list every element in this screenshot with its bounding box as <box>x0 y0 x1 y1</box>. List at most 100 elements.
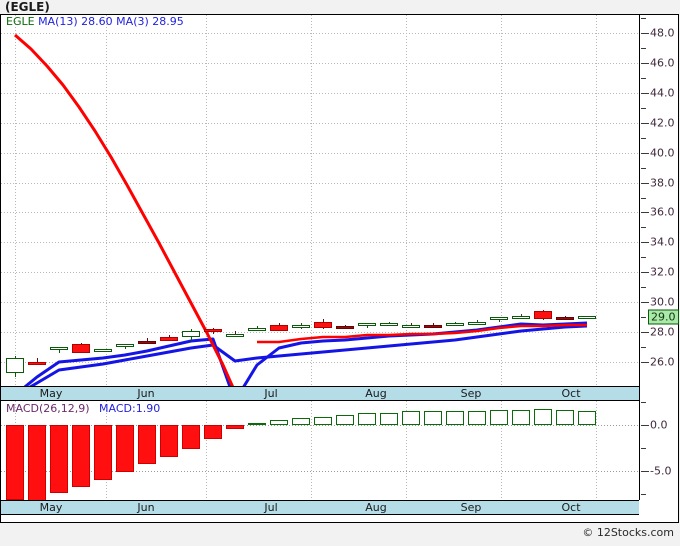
y-axis-label-price: 42.0 <box>650 116 675 130</box>
macd-bar[interactable] <box>248 422 266 425</box>
macd-bar[interactable] <box>28 424 46 500</box>
macd-bar[interactable] <box>72 424 90 488</box>
price-gridline <box>1 63 639 64</box>
macd-bar[interactable] <box>204 424 222 440</box>
candlestick[interactable] <box>578 316 596 320</box>
candlestick[interactable] <box>226 333 244 337</box>
series-close-line <box>257 323 587 344</box>
candlestick[interactable] <box>534 311 552 319</box>
macd-bar[interactable] <box>512 409 530 425</box>
y-axis-tick <box>641 212 649 213</box>
current-price-marker: 29.0 <box>648 309 679 325</box>
macd-bar[interactable] <box>380 412 398 425</box>
candlestick[interactable] <box>72 344 90 354</box>
candlestick[interactable] <box>94 348 112 352</box>
footer-credit: © 12Stocks.com <box>582 526 674 539</box>
y-axis-tick <box>641 93 649 94</box>
price-gridline <box>1 212 639 213</box>
macd-bar[interactable] <box>578 410 596 425</box>
macd-bar[interactable] <box>424 411 442 425</box>
y-axis-label-macd: 0.0 <box>650 418 668 432</box>
y-axis-tick <box>641 332 649 333</box>
macd-legend: MACD(26,12,9) MACD:1.90 <box>6 403 160 415</box>
macd-bar[interactable] <box>94 424 112 480</box>
macd-bar[interactable] <box>182 424 200 449</box>
month-label-may: May <box>39 387 63 400</box>
macd-bar[interactable] <box>292 417 310 425</box>
candlestick[interactable] <box>270 324 288 331</box>
y-axis-tick <box>641 33 649 34</box>
price-gridline <box>1 362 639 363</box>
macd-bar[interactable] <box>160 424 178 457</box>
price-month-gridline <box>596 15 597 386</box>
candlestick[interactable] <box>468 321 486 325</box>
y-axis-tick <box>641 227 646 228</box>
candlestick[interactable] <box>204 329 222 333</box>
y-axis-label-price: 44.0 <box>650 86 675 100</box>
candlestick[interactable] <box>358 323 376 327</box>
y-axis-label-price: 38.0 <box>650 176 675 190</box>
candlestick[interactable] <box>138 341 156 345</box>
y-axis-label-price: 26.0 <box>650 355 675 369</box>
candlestick[interactable] <box>314 321 332 328</box>
y-axis-tick <box>641 425 649 426</box>
month-label-jun: Jun <box>137 387 155 400</box>
candle-wick <box>433 323 434 327</box>
page-title: (EGLE) <box>5 0 50 14</box>
candlestick[interactable] <box>160 336 178 342</box>
y-axis-label-price: 48.0 <box>650 26 675 40</box>
macd-bar[interactable] <box>402 411 420 425</box>
macd-bar[interactable] <box>446 410 464 425</box>
macd-bar[interactable] <box>226 424 244 430</box>
candlestick[interactable] <box>6 357 24 373</box>
macd-bar[interactable] <box>270 420 288 425</box>
candlestick[interactable] <box>116 344 134 348</box>
candlestick[interactable] <box>512 315 530 319</box>
candlestick[interactable] <box>402 324 420 328</box>
macd-bar[interactable] <box>556 410 574 425</box>
candlestick[interactable] <box>50 347 68 351</box>
macd-bar[interactable] <box>534 409 552 425</box>
price-gridline <box>1 272 639 273</box>
series-ma13 <box>28 324 588 386</box>
candlestick[interactable] <box>182 330 200 337</box>
candlestick[interactable] <box>556 317 574 321</box>
y-axis-tick <box>641 183 649 184</box>
macd-bar[interactable] <box>314 416 332 425</box>
price-gridline <box>1 33 639 34</box>
macd-bar[interactable] <box>50 424 68 493</box>
y-axis-label-price: 30.0 <box>650 295 675 309</box>
price-gridline <box>1 93 639 94</box>
price-month-gridline <box>501 15 502 386</box>
macd-bar[interactable] <box>138 424 156 465</box>
y-axis-label-price: 32.0 <box>650 265 675 279</box>
candlestick[interactable] <box>380 323 398 327</box>
macd-month-gridline <box>596 401 597 500</box>
candlestick[interactable] <box>490 317 508 321</box>
price-chart-panel[interactable] <box>1 15 639 386</box>
macd-bar[interactable] <box>116 424 134 472</box>
macd-bar[interactable] <box>358 413 376 425</box>
candlestick[interactable] <box>336 326 354 330</box>
y-axis-tick <box>641 168 646 169</box>
macd-month-gridline <box>406 401 407 500</box>
candlestick[interactable] <box>446 323 464 327</box>
macd-bar[interactable] <box>468 410 486 425</box>
macd-bar[interactable] <box>490 410 508 425</box>
y-axis-tick <box>641 63 649 64</box>
y-axis-tick <box>641 302 649 303</box>
y-axis-tick <box>641 494 646 495</box>
macd-bar[interactable] <box>336 414 354 425</box>
candlestick[interactable] <box>28 362 46 366</box>
y-axis-tick <box>641 198 646 199</box>
legend-ma3-value: 28.95 <box>152 15 184 28</box>
macd-bar[interactable] <box>6 424 24 500</box>
month-label-oct: Oct <box>561 387 581 400</box>
candlestick[interactable] <box>424 324 442 328</box>
macd-chart-panel[interactable] <box>1 401 639 500</box>
candlestick[interactable] <box>248 327 266 331</box>
candlestick[interactable] <box>292 324 310 328</box>
month-label-sep: Sep <box>460 501 482 514</box>
y-axis-label-macd: -5.0 <box>650 464 672 478</box>
price-series-svg <box>14 33 588 386</box>
